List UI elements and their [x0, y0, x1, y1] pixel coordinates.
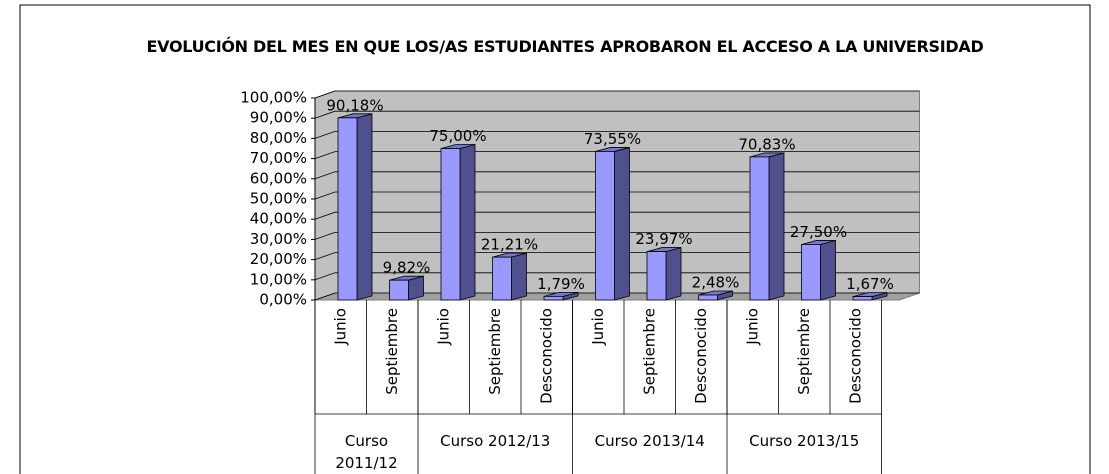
bar-front [646, 251, 667, 301]
bar [646, 247, 682, 301]
y-tick-label: 50,00% [250, 190, 307, 208]
y-tick-label: 100,00% [240, 89, 307, 107]
bar-front [595, 151, 615, 301]
grid-line [314, 151, 920, 159]
bar-side [665, 247, 682, 301]
bar [749, 152, 785, 301]
bar-side [768, 152, 785, 301]
x-tick-label: Junio [743, 308, 761, 346]
y-tick-label: 40,00% [250, 210, 307, 228]
group-label: Curso 2012/13 [440, 432, 551, 450]
value-label: 9,82% [383, 259, 431, 277]
group-label: Curso 2011/12 [335, 432, 398, 472]
y-tick-label: 0,00% [259, 291, 307, 309]
x-tick-label: Junio [434, 308, 452, 346]
bar [852, 292, 888, 301]
y-tick-label: 20,00% [250, 250, 307, 268]
bar [595, 146, 630, 301]
bar [801, 239, 836, 301]
bar-front [749, 156, 770, 301]
value-label: 73,55% [584, 130, 641, 148]
bar-front [440, 148, 461, 301]
value-label: 23,97% [635, 230, 692, 248]
x-tick-label: Junio [331, 308, 349, 346]
bar [543, 291, 579, 301]
value-label: 1,79% [537, 275, 585, 293]
y-tick-label: 60,00% [250, 169, 307, 187]
bar [337, 113, 373, 301]
x-tick-label: Desconocido [846, 308, 864, 404]
grid-line [314, 231, 920, 240]
x-tick-label: Septiembre [795, 308, 813, 395]
bar [440, 143, 476, 301]
grid-line [314, 272, 920, 281]
bar-side [820, 239, 836, 301]
grid-line [314, 252, 920, 260]
bar-front [801, 244, 821, 301]
bar-front [492, 256, 512, 301]
x-tick-label: Junio [589, 308, 607, 346]
bar-front [852, 296, 873, 301]
group-label: Curso 2013/14 [594, 432, 705, 450]
x-tick-label: Septiembre [640, 308, 658, 395]
x-tick-label: Septiembre [486, 308, 504, 395]
x-tick-label: Septiembre [383, 308, 401, 395]
grid-line [314, 130, 920, 139]
value-label: 21,21% [481, 236, 538, 254]
value-label: 1,67% [846, 275, 894, 293]
grid-line [314, 171, 920, 180]
bar-side [356, 113, 373, 301]
bar-side [459, 143, 476, 301]
value-label: 2,48% [692, 273, 740, 291]
bar-front [337, 117, 358, 301]
grid-line [314, 191, 920, 200]
bar [492, 252, 527, 301]
bar-front [698, 294, 718, 301]
y-tick-label: 90,00% [250, 109, 307, 127]
y-tick-label: 30,00% [250, 230, 307, 248]
bar-side [614, 146, 630, 301]
chart-title: EVOLUCIÓN DEL MES EN QUE LOS/AS ESTUDIAN… [146, 37, 984, 56]
bar [698, 290, 733, 301]
value-label: 75,00% [429, 127, 486, 145]
y-tick-label: 70,00% [250, 149, 307, 167]
value-label: 27,50% [790, 223, 847, 241]
grid-line [314, 110, 920, 119]
bar-front [389, 279, 409, 301]
grid-line [314, 211, 920, 220]
grid-line [314, 90, 920, 99]
bar [389, 275, 424, 301]
y-tick-label: 10,00% [250, 270, 307, 288]
value-label: 70,83% [738, 135, 795, 153]
x-tick-label: Desconocido [537, 308, 555, 404]
bar-front [543, 295, 564, 301]
bar-side [511, 252, 527, 301]
group-label: Curso 2013/15 [749, 432, 860, 450]
x-tick-label: Desconocido [692, 308, 710, 404]
value-label: 90,18% [326, 96, 383, 114]
y-tick-label: 80,00% [250, 129, 307, 147]
